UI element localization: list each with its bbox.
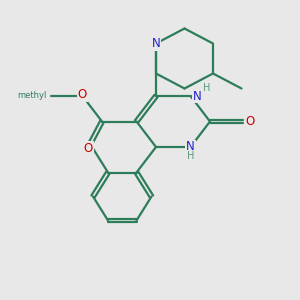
Text: methyl: methyl	[17, 92, 46, 100]
Text: N: N	[193, 89, 202, 103]
Text: O: O	[78, 88, 87, 101]
Text: O: O	[246, 115, 255, 128]
Text: N: N	[152, 37, 160, 50]
Text: N: N	[186, 140, 195, 154]
Text: H: H	[187, 151, 194, 161]
Text: O: O	[84, 142, 93, 155]
Text: H: H	[203, 82, 210, 93]
